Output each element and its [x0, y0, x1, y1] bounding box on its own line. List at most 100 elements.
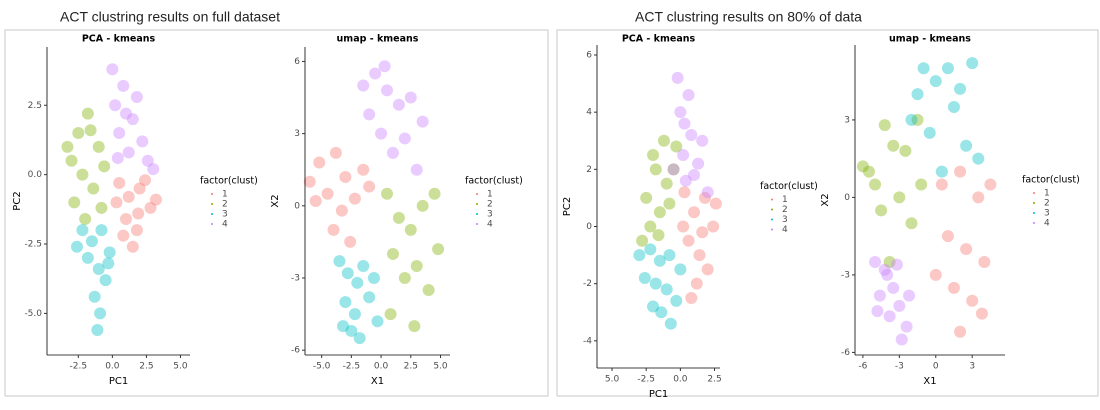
- point: [81, 251, 94, 264]
- point: [693, 249, 706, 262]
- x-axis-label: X1: [371, 376, 384, 387]
- point: [341, 267, 354, 280]
- panel-heading: ACT clustring results on full dataset: [60, 9, 280, 25]
- legend-key: [211, 203, 213, 205]
- point: [68, 196, 81, 209]
- point: [960, 243, 973, 256]
- point: [905, 113, 918, 126]
- y-tick-label: 3: [844, 115, 850, 125]
- point: [106, 63, 119, 76]
- point: [960, 139, 973, 152]
- x-tick-label: 5.0: [173, 362, 188, 372]
- point: [911, 88, 924, 101]
- x-tick-label: 0.0: [673, 375, 688, 385]
- point: [869, 256, 882, 268]
- point: [674, 263, 687, 276]
- point: [660, 283, 673, 296]
- point: [117, 229, 130, 242]
- legend-label: 2: [487, 200, 493, 210]
- point: [76, 168, 89, 181]
- point: [371, 315, 384, 328]
- point: [130, 224, 143, 237]
- y-tick-label: 6: [586, 51, 592, 61]
- y-tick-label: -6: [291, 346, 300, 356]
- point: [972, 152, 985, 165]
- point: [655, 306, 668, 319]
- legend-key: [476, 213, 478, 215]
- point: [149, 193, 162, 206]
- point: [111, 151, 124, 164]
- legend-key: [1033, 212, 1035, 214]
- point: [313, 156, 326, 169]
- point: [122, 146, 135, 159]
- point: [357, 163, 370, 176]
- point: [954, 325, 967, 338]
- point: [647, 149, 660, 162]
- point: [329, 146, 342, 159]
- y-axis-label: PC2: [562, 197, 573, 216]
- point: [337, 320, 350, 333]
- point: [899, 144, 912, 157]
- point: [109, 99, 122, 112]
- point: [941, 230, 954, 243]
- point: [698, 191, 711, 204]
- point: [141, 154, 154, 167]
- point: [978, 256, 991, 268]
- legend-label: 2: [782, 205, 788, 215]
- point: [682, 89, 695, 102]
- point: [392, 98, 405, 111]
- legend-label: 2: [222, 200, 228, 210]
- point: [369, 67, 382, 80]
- point: [404, 223, 417, 236]
- legend-label: 2: [1044, 199, 1050, 209]
- legend-title: factor(clust): [1022, 175, 1080, 186]
- x-axis-label: PC1: [109, 376, 128, 387]
- point: [890, 258, 903, 271]
- point: [653, 206, 666, 219]
- y-tick-label: -4: [583, 336, 592, 346]
- y-tick-label: 0: [844, 193, 850, 203]
- point: [65, 154, 78, 167]
- x-tick-label: 0.0: [374, 362, 389, 372]
- point: [378, 60, 391, 73]
- point: [856, 160, 869, 173]
- point: [70, 240, 83, 253]
- point: [869, 178, 882, 191]
- point: [883, 310, 896, 323]
- y-axis-label: X2: [820, 193, 831, 206]
- point: [98, 160, 111, 173]
- x-tick-label: -2.5: [70, 362, 88, 372]
- point: [321, 187, 334, 200]
- point: [309, 195, 322, 207]
- x-axis-label: X1: [923, 376, 936, 387]
- point: [674, 106, 687, 119]
- point: [428, 187, 441, 200]
- point: [875, 204, 888, 217]
- legend-key: [211, 223, 213, 225]
- point: [941, 62, 954, 75]
- point: [947, 101, 960, 113]
- point: [677, 220, 690, 233]
- point: [410, 163, 423, 176]
- legend-key: [771, 228, 773, 231]
- x-tick-label: 0.0: [105, 362, 120, 372]
- point: [102, 257, 115, 270]
- point: [701, 186, 714, 199]
- point: [905, 217, 918, 230]
- point: [636, 234, 649, 247]
- point: [113, 127, 126, 140]
- point: [644, 220, 657, 233]
- point: [95, 201, 108, 214]
- legend-key: [476, 193, 478, 195]
- point: [367, 272, 380, 284]
- x-tick-label: 2.5: [707, 375, 721, 385]
- point: [333, 255, 346, 268]
- chart-title: umap - kmeans: [337, 34, 419, 45]
- x-tick-label: 2.5: [404, 362, 418, 372]
- legend-key: [211, 213, 213, 215]
- point: [900, 320, 913, 333]
- point: [893, 299, 906, 312]
- point: [929, 75, 942, 88]
- point: [678, 186, 691, 199]
